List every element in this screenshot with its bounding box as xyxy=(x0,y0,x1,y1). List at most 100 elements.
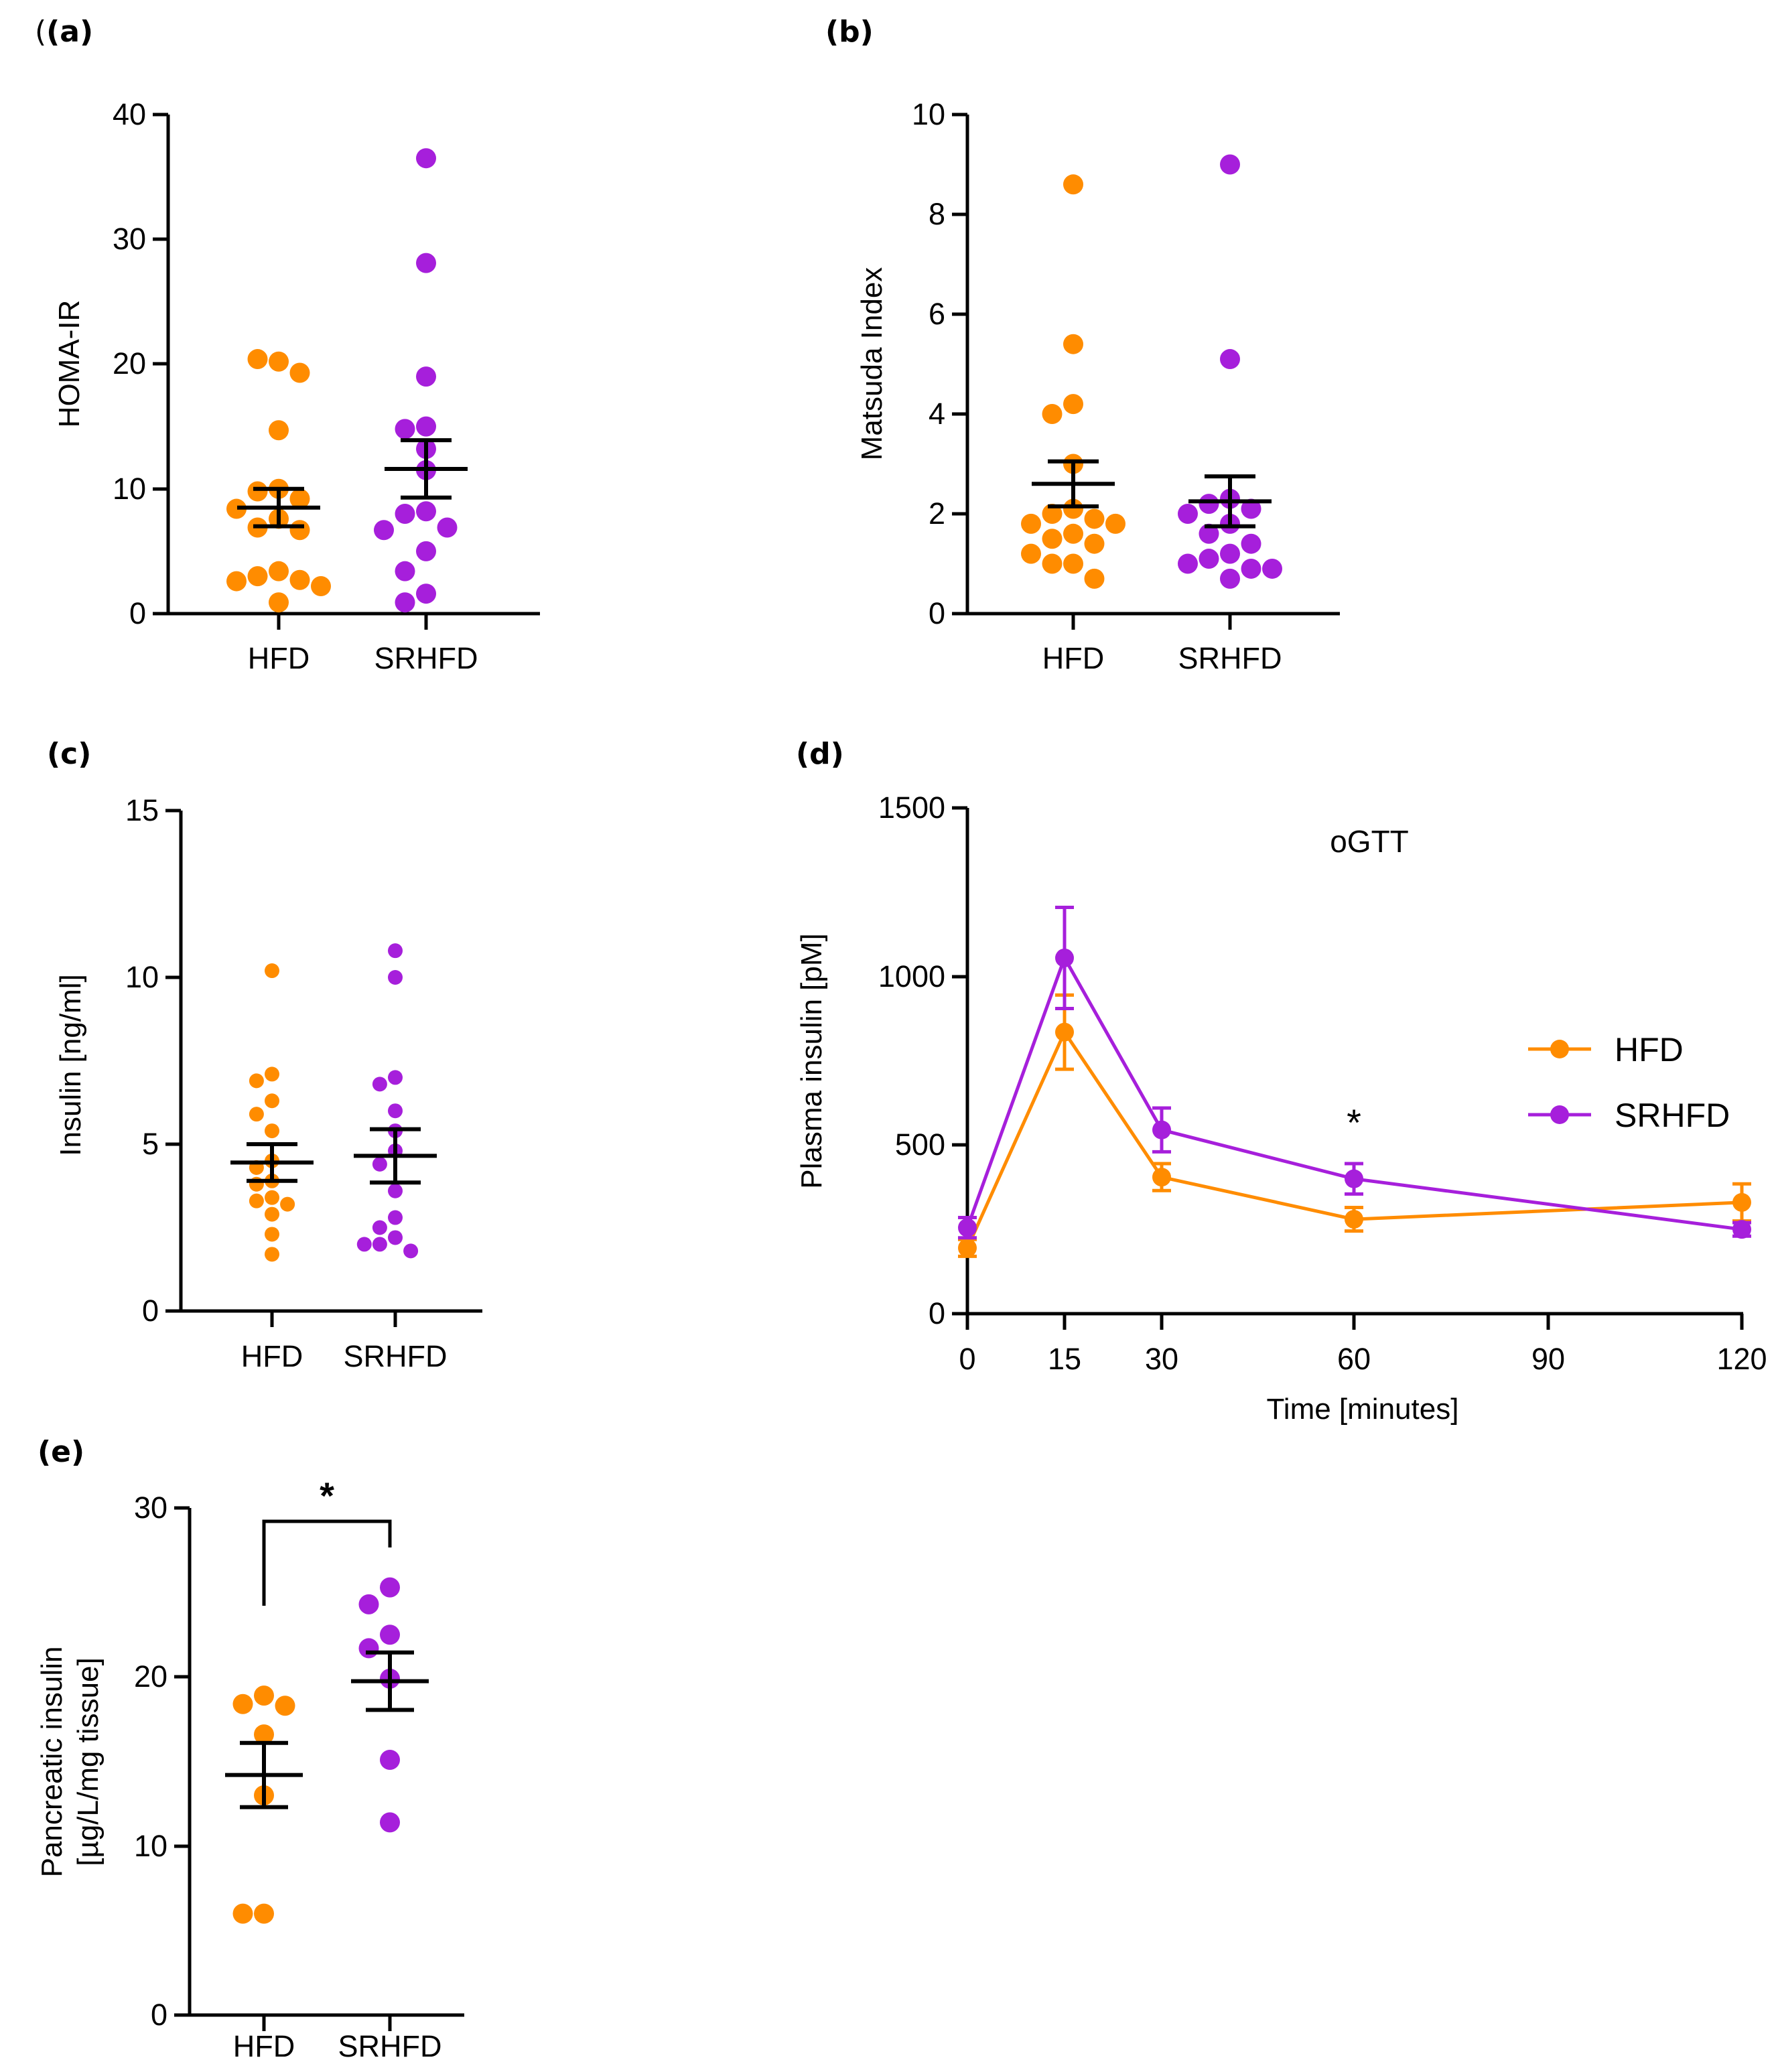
y-tick-label: 0 xyxy=(129,596,146,630)
data-point-srhfd xyxy=(1220,154,1240,175)
data-point-hfd xyxy=(249,1193,264,1208)
data-point-hfd xyxy=(280,1196,295,1212)
y-tick-label: 0 xyxy=(151,1998,167,2032)
y-tick-label: 15 xyxy=(125,793,159,827)
data-point-hfd xyxy=(1063,553,1083,574)
x-category-label: HFD xyxy=(241,1339,303,1373)
x-tick-label: 60 xyxy=(1337,1342,1371,1376)
data-point-srhfd xyxy=(416,541,436,561)
y-tick-label: 20 xyxy=(134,1659,167,1694)
data-point-hfd xyxy=(1084,568,1105,589)
data-point-hfd xyxy=(265,1206,279,1222)
y-tick-label: 0 xyxy=(142,1294,159,1328)
data-point-srhfd xyxy=(372,1156,387,1172)
data-point-srhfd xyxy=(395,504,415,524)
data-point-srhfd xyxy=(372,1077,387,1092)
y-tick-label: 8 xyxy=(929,197,945,231)
data-point-srhfd xyxy=(1241,558,1261,579)
y-tick-label: 2 xyxy=(929,496,945,531)
data-point-srhfd xyxy=(356,1237,372,1252)
data-point-srhfd xyxy=(388,1070,403,1085)
data-point-hfd xyxy=(275,1696,295,1716)
data-point-hfd xyxy=(249,1107,264,1122)
y-axis-title: Insulin [ng/ml] xyxy=(54,974,87,1156)
y-tick-label: 0 xyxy=(929,1296,945,1330)
data-point-srhfd xyxy=(380,1749,400,1770)
data-point-srhfd xyxy=(374,520,394,541)
data-point-srhfd xyxy=(395,419,415,439)
y-tick-label: 5 xyxy=(142,1127,159,1161)
x-tick-label: 90 xyxy=(1531,1342,1565,1376)
data-point-srhfd xyxy=(395,561,415,581)
data-point-srhfd xyxy=(388,1230,403,1245)
data-point-hfd xyxy=(247,566,268,587)
x-axis-title: Time [minutes] xyxy=(1267,1393,1459,1426)
x-tick-label: 0 xyxy=(959,1342,975,1376)
x-tick-label: 120 xyxy=(1716,1342,1767,1376)
data-point-srhfd xyxy=(1241,498,1261,519)
data-point-srhfd xyxy=(1178,504,1198,524)
y-tick-label: 1000 xyxy=(878,959,945,993)
x-category-label: SRHFD xyxy=(344,1339,448,1373)
x-category-label: SRHFD xyxy=(338,2029,442,2063)
data-point-hfd xyxy=(289,569,310,590)
data-point-srhfd xyxy=(358,1638,379,1659)
significance-star: * xyxy=(320,1474,334,1517)
y-tick-label: 10 xyxy=(113,472,146,506)
significance-bracket xyxy=(262,1519,392,1606)
panel-label-d: (d) xyxy=(796,737,844,771)
data-point-hfd xyxy=(265,1066,279,1082)
data-point-srhfd xyxy=(395,592,415,613)
y-tick-label: 10 xyxy=(912,97,945,131)
data-point-srhfd xyxy=(388,1210,403,1225)
data-point-hfd xyxy=(1021,513,1041,534)
data-point-hfd xyxy=(1042,553,1063,574)
data-point-hfd xyxy=(269,592,289,613)
data-point-hfd xyxy=(1152,1168,1171,1187)
data-point-hfd xyxy=(254,1685,274,1706)
panel-d: (d) 0 500 1000 1500 0 15 30 60 90 120 Ti… xyxy=(795,737,1767,1426)
data-point-srhfd xyxy=(1178,553,1198,574)
panel-label-e: (e) xyxy=(38,1435,84,1469)
data-point-srhfd xyxy=(358,1594,379,1614)
data-point-hfd xyxy=(254,1903,274,1924)
y-tick-label: 10 xyxy=(125,960,159,994)
data-point-hfd xyxy=(1055,1022,1074,1042)
data-point-hfd xyxy=(265,1190,279,1205)
data-point-srhfd xyxy=(416,416,436,437)
y-tick-label: 0 xyxy=(929,596,945,630)
data-point-hfd xyxy=(289,488,310,509)
data-point-srhfd xyxy=(380,1625,400,1645)
data-point-hfd xyxy=(1042,404,1063,424)
data-point-srhfd xyxy=(1732,1220,1751,1239)
y-tick-label: 30 xyxy=(134,1491,167,1525)
data-point-hfd xyxy=(269,561,289,581)
data-point-srhfd xyxy=(388,1183,403,1198)
x-category-label: HFD xyxy=(1042,641,1104,675)
data-point-hfd xyxy=(254,1724,274,1745)
legend: HFD SRHFD xyxy=(1528,1031,1730,1134)
panel-e: (e) 0 10 20 30 HFD SRHFD Pancreatic insu… xyxy=(36,1435,464,2063)
data-point-srhfd xyxy=(380,1577,400,1598)
data-point-srhfd xyxy=(388,943,403,959)
data-point-hfd xyxy=(1732,1192,1751,1212)
y-tick-label: 1500 xyxy=(878,790,945,825)
y-axis-title: Plasma insulin [pM] xyxy=(795,933,828,1188)
data-point-srhfd xyxy=(1152,1120,1171,1139)
y-axis-title: Matsuda Index xyxy=(856,267,888,461)
data-point-srhfd xyxy=(1220,543,1240,564)
data-point-srhfd xyxy=(1241,533,1261,554)
data-point-hfd xyxy=(1345,1210,1363,1229)
data-point-srhfd xyxy=(372,1237,387,1252)
data-point-hfd xyxy=(265,963,279,979)
data-point-srhfd xyxy=(416,253,436,273)
data-point-srhfd xyxy=(437,517,458,538)
panel-label-b: (b) xyxy=(825,15,874,49)
data-point-srhfd xyxy=(1220,349,1240,370)
x-category-label: HFD xyxy=(248,641,310,675)
panel-label-a: ((a) xyxy=(35,15,93,49)
chart-title: oGTT xyxy=(1330,824,1409,859)
data-point-hfd xyxy=(247,481,268,502)
panel-c: (c) 0 5 10 15 HFD SRHFD Insulin [ng/ml] xyxy=(47,737,482,1373)
